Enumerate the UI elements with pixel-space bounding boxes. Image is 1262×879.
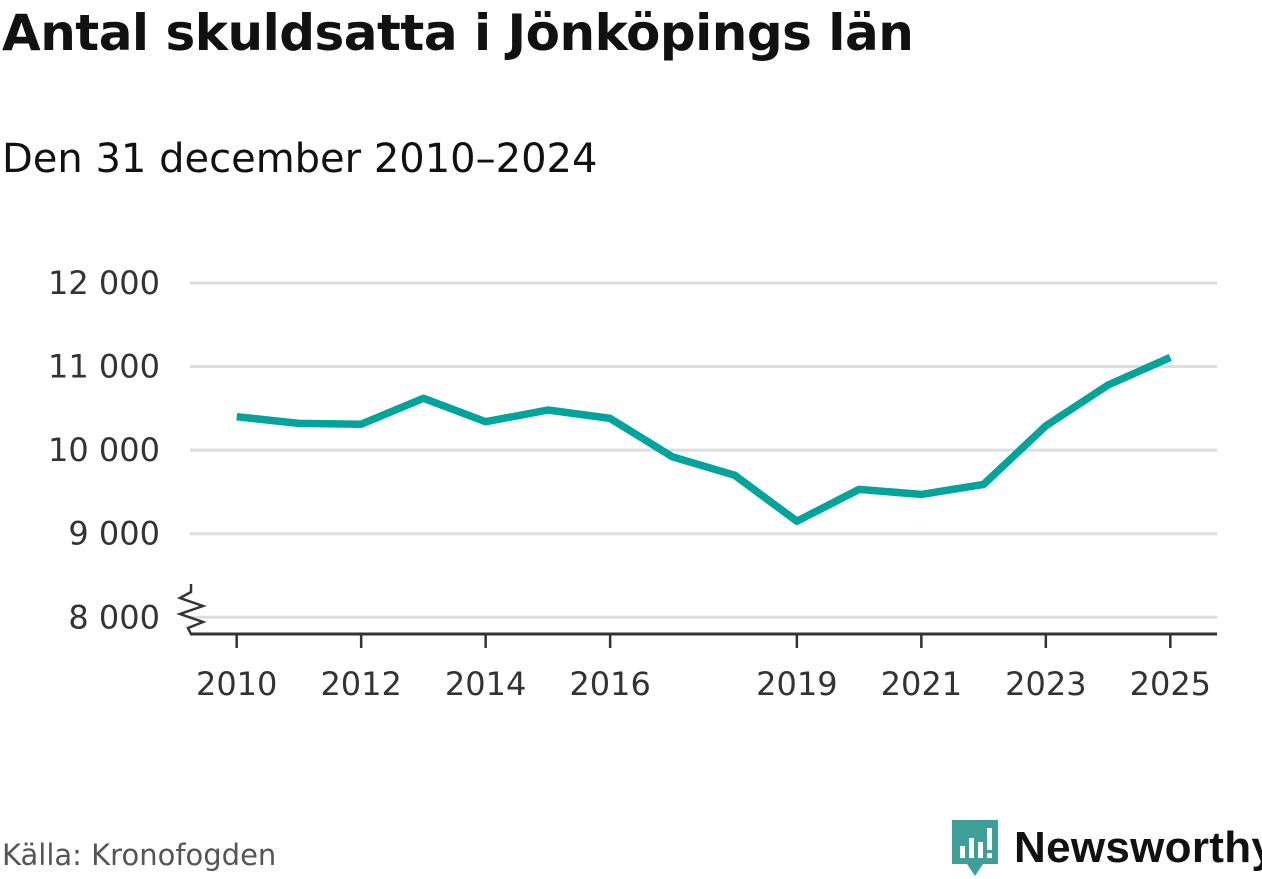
x-tick-label: 2014 [445,665,526,703]
x-tick-label: 2012 [320,665,401,703]
x-tick-label: 2010 [196,665,277,703]
brand-name: Newsworthy [1014,823,1262,872]
x-tick-label: 2023 [1005,665,1086,703]
x-tick-label: 2021 [881,665,962,703]
series-line [236,353,1172,525]
y-tick-label: 9 000 [68,515,160,553]
grid-lines [190,281,1217,619]
y-tick-label: 10 000 [48,431,160,469]
y-tick-label: 12 000 [48,264,160,302]
y-tick-label: 8 000 [68,598,160,636]
x-tick-label: 2019 [756,665,837,703]
y-axis-labels: 8 000 9 000 10 000 11 000 12 000 [48,264,160,636]
y-tick-label: 11 000 [48,348,160,386]
x-axis [176,584,1217,648]
brand-logo: Newsworthy [950,818,1262,878]
x-tick-label: 2025 [1130,665,1211,703]
source-note: Källa: Kronofogden [2,838,277,872]
series [236,353,1172,525]
chart-title: Antal skuldsatta i Jönköpings län [2,4,914,62]
x-tick-label: 2016 [569,665,650,703]
x-axis-labels: 2010 2012 2014 2016 2019 2021 2023 2025 [196,665,1211,703]
chart-subtitle: Den 31 december 2010–2024 [2,136,598,182]
newsworthy-logo-icon [952,820,998,876]
axis-break-marker [176,584,207,635]
